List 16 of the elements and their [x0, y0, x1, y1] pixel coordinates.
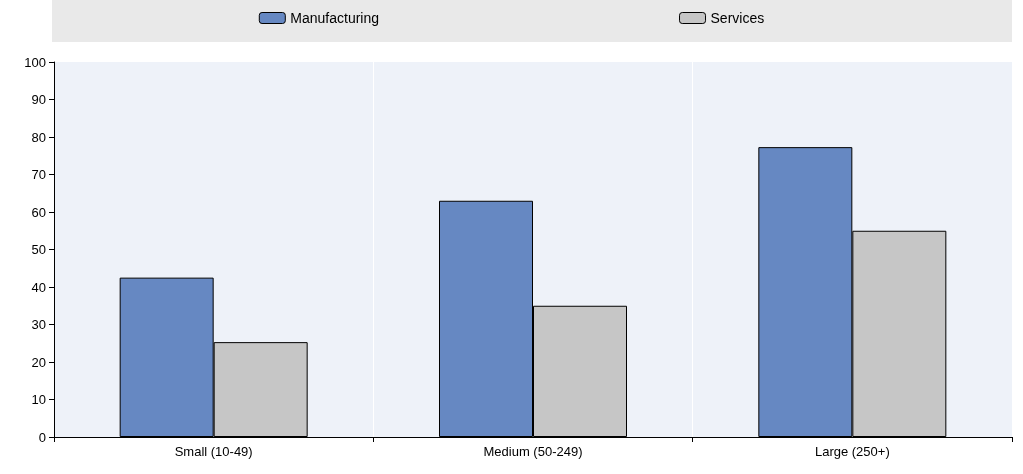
y-tick-label: 10 [31, 392, 46, 407]
x-tick-label: Medium (50-249) [483, 444, 583, 459]
x-tick-label: Small (10-49) [174, 444, 253, 459]
y-tick-label: 70 [31, 167, 46, 182]
y-tick-label: 50 [31, 242, 46, 257]
legend-label: Manufacturing [290, 10, 380, 26]
y-tick-label: 90 [31, 92, 46, 107]
y-tick-label: 30 [31, 317, 46, 332]
y-tick-label: 80 [31, 129, 46, 145]
y-tick-label: 0 [38, 429, 46, 445]
y-tick-label: 100 [24, 54, 46, 70]
x-tick-label: Large (250+) [814, 444, 890, 459]
y-tick-label: 40 [31, 279, 46, 295]
legend-label: Services [710, 10, 765, 26]
y-tick-label: 20 [31, 354, 46, 370]
y-tick-label: 60 [31, 204, 46, 220]
